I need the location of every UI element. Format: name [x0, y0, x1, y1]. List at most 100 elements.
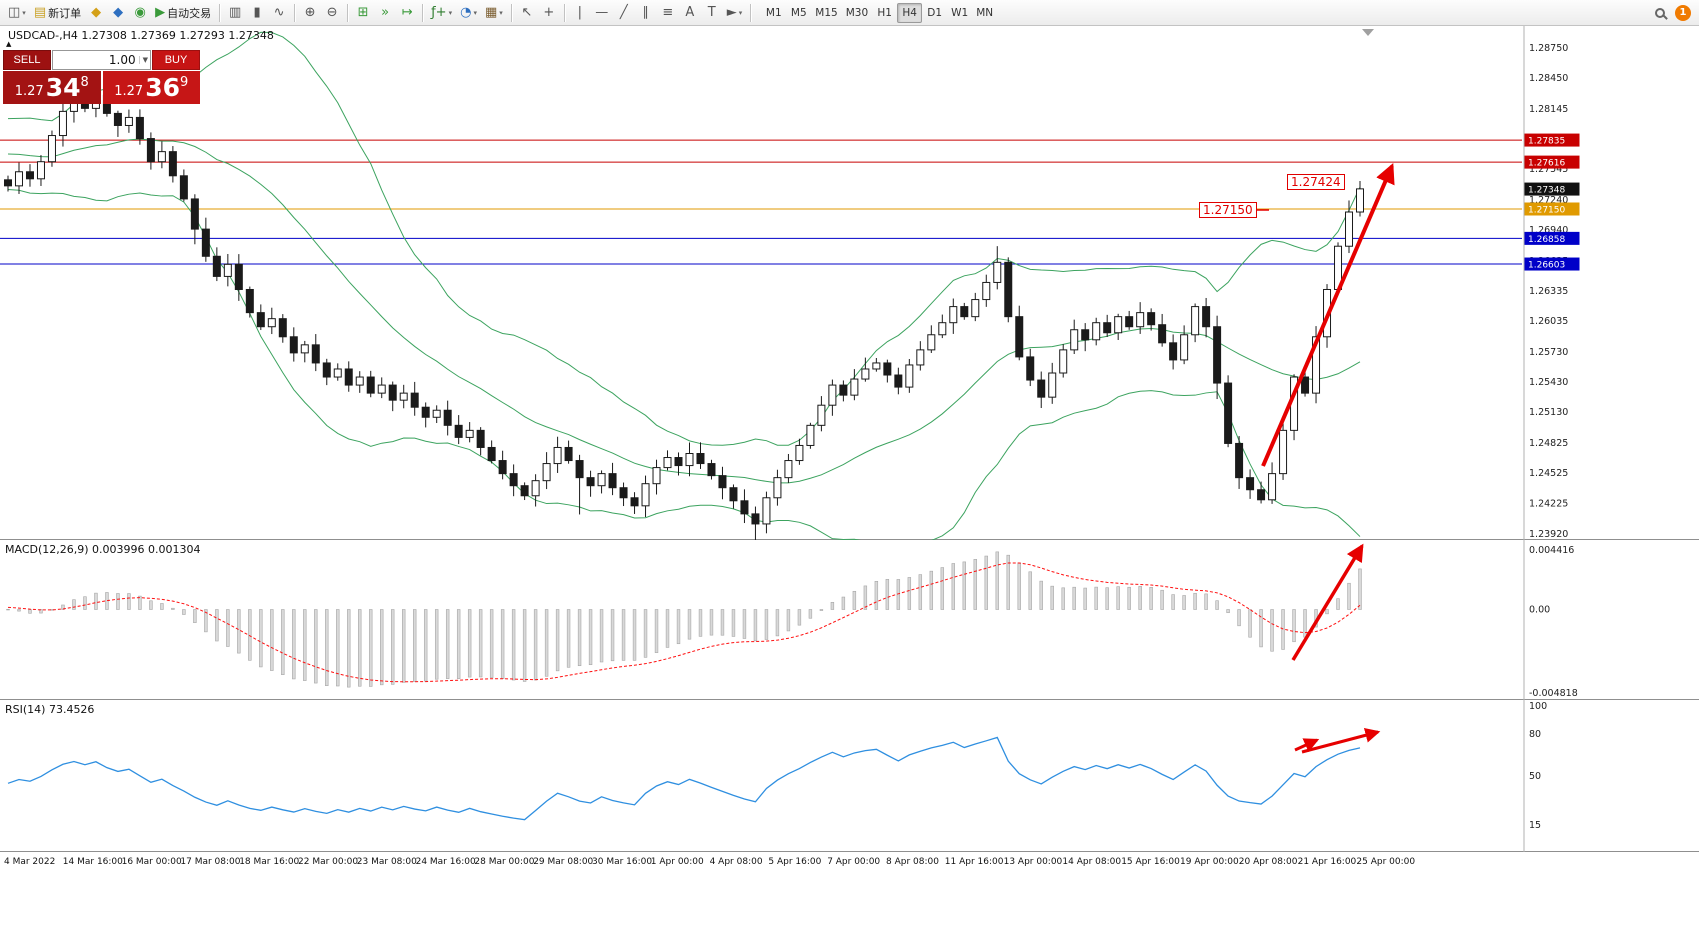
auto-trading-button-label: 自动交易 — [167, 6, 212, 20]
fibonacci-icon: ≡ — [662, 5, 674, 20]
dropdown-arrow-icon: ▾ — [499, 8, 503, 17]
trendline-icon: ╱ — [619, 5, 628, 20]
trendline-button[interactable]: ╱ — [613, 2, 635, 24]
svg-text:1.23920: 1.23920 — [1529, 529, 1568, 540]
horizontal-line-button[interactable]: — — [591, 2, 613, 24]
vertical-line-icon: | — [577, 5, 582, 20]
timeframe-m15[interactable]: M15 — [811, 3, 841, 23]
vertical-line-button[interactable]: | — [569, 2, 591, 24]
price-annotation[interactable]: 1.27424 — [1287, 174, 1345, 190]
timeframe-w1[interactable]: W1 — [947, 3, 972, 23]
rsi-panel[interactable]: 100 80 50 15 RSI(14) 73.4526 — [0, 700, 1699, 852]
cursor-button[interactable]: ↖ — [516, 2, 538, 24]
price-annotation[interactable]: 1.27150 — [1199, 202, 1257, 218]
timeframe-mn[interactable]: MN — [972, 3, 997, 23]
svg-text:1.26858: 1.26858 — [1528, 235, 1565, 245]
toolbar-separator — [294, 3, 296, 22]
rsi-label: RSI(14) 73.4526 — [5, 703, 95, 716]
timeframe-m1[interactable]: M1 — [761, 3, 786, 23]
time-axis-label: 19 Apr 00:00 — [1180, 857, 1239, 867]
time-axis-label: 16 Mar 00:00 — [121, 857, 182, 867]
indicators-button[interactable]: ƒ+ ▾ — [427, 2, 456, 24]
rsi-trend-arrow[interactable] — [1294, 738, 1320, 753]
zoom-in-button[interactable]: ⊕ — [299, 2, 321, 24]
rsi-trend-arrow[interactable] — [1301, 727, 1381, 754]
toolbar-separator — [750, 3, 752, 22]
svg-text:1.25130: 1.25130 — [1529, 407, 1568, 418]
macd-signal-line — [7, 562, 1361, 683]
svg-text:1.27545: 1.27545 — [1529, 164, 1568, 175]
history-center-icon-icon: ◆ — [91, 5, 102, 20]
market-watch-icon[interactable]: ◆ — [107, 2, 129, 24]
shapes-button[interactable]: ► ▾ — [723, 2, 747, 24]
new-order-button[interactable]: ▤ 新订单 — [30, 2, 85, 24]
main-chart[interactable]: 1.287501.284501.281451.278451.275451.272… — [0, 26, 1699, 540]
chart-window[interactable]: 1.287501.284501.281451.278451.275451.272… — [0, 26, 1699, 540]
volume-input[interactable]: 1.00 ▼ — [52, 50, 151, 70]
trend-arrow[interactable] — [1261, 163, 1395, 467]
timeframe-h4[interactable]: H4 — [897, 2, 923, 23]
periods-button[interactable]: ◔ ▾ — [456, 2, 481, 24]
timeframe-m30[interactable]: M30 — [842, 3, 872, 23]
buy-price[interactable]: 1.27 36 9 — [102, 71, 200, 104]
time-axis-label: 15 Apr 16:00 — [1121, 857, 1180, 867]
chart-shift-button[interactable]: ↦ — [396, 2, 418, 24]
zoom-out-button[interactable]: ⊖ — [321, 2, 343, 24]
crosshair-button[interactable]: + — [538, 2, 560, 24]
timeframe-h1[interactable]: H1 — [872, 3, 897, 23]
dropdown-arrow-icon: ▾ — [738, 8, 743, 17]
tile-windows-button[interactable]: ⊞ — [352, 2, 374, 24]
macd-panel[interactable]: 0.004416 0.00 -0.004818 MACD(12,26,9) 0.00… — [0, 540, 1699, 700]
community-icon[interactable]: ◉ — [129, 2, 151, 24]
cursor-icon: ↖ — [521, 5, 533, 20]
price-axis[interactable]: 1.287501.284501.281451.278451.275451.272… — [1529, 43, 1568, 540]
new-chart-button[interactable]: ◫ ▾ — [4, 2, 30, 24]
time-axis-label: 21 Apr 16:00 — [1297, 857, 1357, 867]
time-axis-label: 22 Mar 00:00 — [298, 857, 359, 867]
buy-price-prefix: 1.27 — [114, 84, 144, 99]
time-axis-label: 8 Apr 08:00 — [886, 857, 939, 867]
chart-shift-marker-icon[interactable] — [1362, 29, 1374, 36]
buy-price-pips: 36 — [145, 73, 180, 102]
new-order-icon: ▤ — [33, 5, 47, 20]
line-chart-button[interactable]: ∿ — [268, 2, 290, 24]
timeframe-bar: M1 M5 M15 M30 H1 H4 D1 W1 MN — [761, 2, 997, 23]
time-axis-label: 24 Mar 16:00 — [415, 857, 476, 867]
text-button[interactable]: A — [679, 2, 701, 24]
templates-button[interactable]: ▦ ▾ — [481, 2, 507, 24]
history-center-icon[interactable]: ◆ — [85, 2, 107, 24]
time-axis-label: 20 Apr 08:00 — [1238, 857, 1298, 867]
zoom-out-icon: ⊖ — [326, 5, 338, 20]
timeframe-m5[interactable]: M5 — [786, 3, 811, 23]
time-axis-label: 17 Mar 08:00 — [180, 857, 241, 867]
notification-badge[interactable]: 1 — [1675, 4, 1691, 21]
time-axis[interactable]: 4 Mar 2022 14 Mar 16:00 16 Mar 00:00 17 Mar… — [0, 852, 1699, 874]
candlestick-chart-button[interactable]: ▮ — [246, 2, 268, 24]
svg-text:1.24225: 1.24225 — [1529, 498, 1568, 509]
svg-text:1.25430: 1.25430 — [1529, 377, 1568, 388]
trade-panel-collapse-icon[interactable]: ▲ — [6, 40, 12, 48]
sell-price[interactable]: 1.27 34 8 — [3, 71, 101, 104]
fibonacci-button[interactable]: ≡ — [657, 2, 679, 24]
search-icon[interactable] — [1655, 7, 1665, 18]
volume-dropdown-icon[interactable]: ▼ — [138, 56, 148, 64]
channel-button[interactable]: ∥ — [635, 2, 657, 24]
svg-text:100: 100 — [1529, 701, 1547, 712]
toolbar: ◫ ▾ ▤ 新订单 ◆ ◆ ◉ ▶ 自动交易 ▥ ▮ ∿ ⊕ ⊖ ⊞» ↦ ƒ+ ▾ ◔ ▾ ▦ ▾ ↖ + | — ╱ ∥ ≡ A T ► ▾… — [0, 0, 1699, 26]
auto-trading-button[interactable]: ▶ 自动交易 — [151, 2, 215, 24]
auto-scroll-button[interactable]: » — [374, 2, 396, 24]
time-axis-label: 5 Apr 16:00 — [768, 857, 822, 867]
bar-chart-button[interactable]: ▥ — [224, 2, 246, 24]
toolbar-separator — [219, 3, 221, 22]
timeframe-d1[interactable]: D1 — [922, 3, 947, 23]
shapes-icon: ► — [726, 5, 737, 20]
svg-text:1.28145: 1.28145 — [1529, 104, 1568, 115]
buy-button[interactable]: BUY — [152, 50, 200, 70]
horizontal-lines[interactable] — [0, 139, 1522, 265]
sell-button[interactable]: SELL — [3, 50, 51, 70]
label-button[interactable]: T — [701, 2, 723, 24]
macd-trend-arrow[interactable] — [1291, 543, 1364, 661]
channel-icon: ∥ — [642, 5, 650, 20]
horizontal-line-icon: — — [595, 5, 609, 20]
